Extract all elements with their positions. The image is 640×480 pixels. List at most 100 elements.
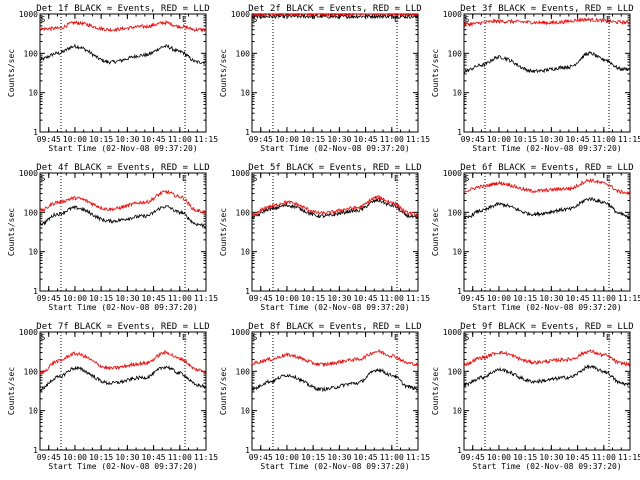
lld-series-line [39,350,207,375]
x-axis-label: Start Time (02-Nov-08 09:37:20) [260,462,409,471]
y-tick-label: 100 [24,49,39,58]
marker-label-s: S [40,15,45,24]
y-tick-label: 1000 [231,328,250,337]
y-tick-label: 10 [240,407,250,416]
y-tick-label: 100 [236,49,251,58]
x-tick-label: 11:00 [592,453,616,462]
x-tick-label: 10:45 [142,294,166,303]
x-tick-label: 10:45 [354,135,378,144]
plot-frame [463,331,631,451]
marker-label-e: E [394,15,399,24]
chart-title: Det 7f BLACK = Events, RED = LLD [36,322,209,332]
x-axis-label: Start Time (02-Nov-08 09:37:20) [48,462,197,471]
x-tick-label: 10:30 [115,294,139,303]
x-tick-label: 11:15 [618,453,640,462]
x-tick-label: 10:00 [487,294,511,303]
x-tick-label: 10:45 [142,453,166,462]
x-tick-label: 10:45 [566,135,590,144]
lld-series-line [251,12,419,18]
x-tick-label: 09:45 [37,453,61,462]
x-axis-label: Start Time (02-Nov-08 09:37:20) [472,462,621,471]
x-tick-label: 11:00 [168,294,192,303]
x-tick-label: 10:30 [115,135,139,144]
events-series-line [39,43,207,65]
x-tick-label: 11:00 [592,135,616,144]
marker-label-s: S [252,15,257,24]
x-tick-label: 11:00 [592,294,616,303]
marker-label-e: E [182,333,187,342]
x-tick-label: 10:45 [142,135,166,144]
y-tick-label: 1000 [443,328,462,337]
x-tick-label: 11:00 [168,453,192,462]
y-axis-label: Counts/sec [219,367,228,415]
y-tick-label: 1 [457,128,462,137]
y-tick-label: 100 [236,367,251,376]
lld-series-line [463,349,631,367]
events-series-line [251,197,419,220]
x-tick-label: 09:45 [461,135,485,144]
x-tick-label: 11:15 [406,135,430,144]
y-tick-label: 1 [457,446,462,455]
x-tick-label: 10:00 [275,135,299,144]
y-tick-label: 1000 [231,169,250,178]
y-tick-label: 100 [236,208,251,217]
events-series-line [251,367,418,393]
y-axis-label: Counts/sec [219,49,228,97]
chart-panel-5: Det 5f BLACK = Events, RED = LLD 1 10 100 10… [219,163,430,312]
events-series-line [39,364,207,392]
x-tick-label: 10:30 [327,135,351,144]
y-axis-label: Counts/sec [431,367,440,415]
x-tick-label: 09:45 [37,135,61,144]
x-axis-label: Start Time (02-Nov-08 09:37:20) [472,303,621,312]
x-tick-label: 10:00 [487,453,511,462]
chart-panel-8: Det 8f BLACK = Events, RED = LLD 1 10 100 10… [219,322,430,471]
x-tick-label: 10:00 [275,294,299,303]
chart-title: Det 1f BLACK = Events, RED = LLD [36,4,209,14]
y-tick-label: 100 [448,49,463,58]
chart-title: Det 9f BLACK = Events, RED = LLD [460,322,633,332]
x-tick-label: 10:45 [566,453,590,462]
marker-label-e: E [182,15,187,24]
x-tick-label: 10:30 [327,294,351,303]
x-tick-label: 10:15 [513,294,537,303]
lld-series-line [463,178,630,196]
marker-label-s: S [40,174,45,183]
marker-label-e: E [394,174,399,183]
x-axis-label: Start Time (02-Nov-08 09:37:20) [48,144,197,153]
x-tick-label: 11:15 [618,135,640,144]
marker-label-s: S [464,333,469,342]
x-tick-label: 11:15 [406,453,430,462]
chart-title: Det 3f BLACK = Events, RED = LLD [460,4,633,14]
y-tick-label: 1 [457,287,462,296]
x-axis-label: Start Time (02-Nov-08 09:37:20) [48,303,197,312]
marker-label-s: S [252,333,257,342]
x-axis-label: Start Time (02-Nov-08 09:37:20) [472,144,621,153]
x-tick-label: 09:45 [461,453,485,462]
x-tick-label: 10:30 [539,135,563,144]
x-tick-label: 10:45 [354,453,378,462]
x-tick-label: 10:15 [301,135,325,144]
chart-panel-3: Det 3f BLACK = Events, RED = LLD 1 10 100 10… [431,4,640,153]
x-tick-label: 10:15 [301,294,325,303]
marker-label-s: S [40,333,45,342]
chart-title: Det 5f BLACK = Events, RED = LLD [248,163,421,173]
y-tick-label: 1000 [19,169,38,178]
y-tick-label: 100 [448,367,463,376]
plot-frame [39,13,207,133]
chart-panel-6: Det 6f BLACK = Events, RED = LLD 1 10 100 10… [431,163,640,312]
y-axis-label: Counts/sec [7,49,16,97]
x-tick-label: 11:00 [380,135,404,144]
x-tick-label: 10:15 [89,294,113,303]
plot-frame [463,172,631,292]
x-tick-label: 10:30 [539,453,563,462]
y-axis-label: Counts/sec [7,208,16,256]
lld-series-line [251,194,419,218]
marker-label-s: S [464,15,469,24]
marker-label-e: E [394,333,399,342]
x-tick-label: 10:00 [63,453,87,462]
y-tick-label: 1000 [443,10,462,19]
lld-series-line [463,16,630,28]
y-tick-label: 10 [452,248,462,257]
events-series-line [463,197,630,220]
marker-label-e: E [606,15,611,24]
